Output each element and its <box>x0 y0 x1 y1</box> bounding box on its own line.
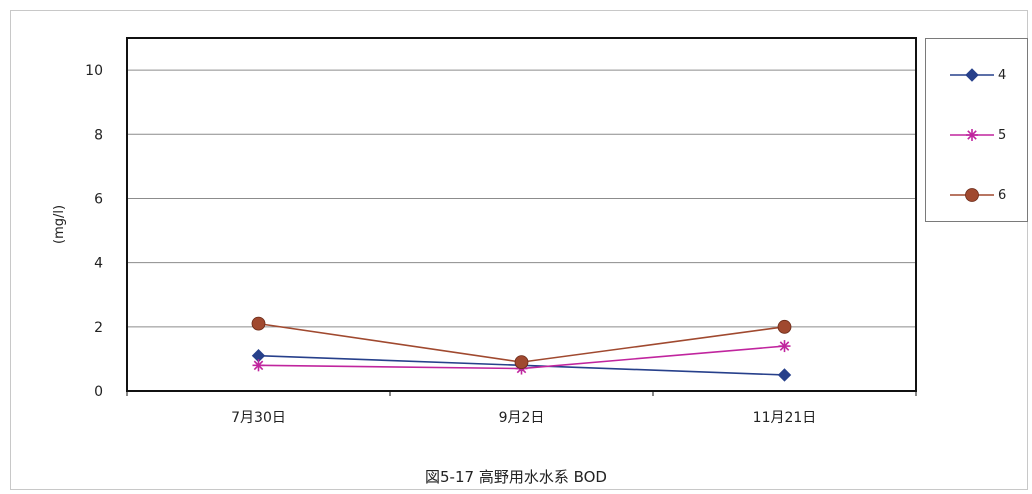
legend: 4 5 6 <box>925 38 1028 222</box>
legend-marker <box>965 188 979 202</box>
y-tick-label: 4 <box>94 256 103 272</box>
legend-marker <box>965 68 979 82</box>
y-axis-label: (mg/l) <box>52 204 67 244</box>
x-tick-label: 9月2日 <box>499 410 545 426</box>
data-point-series-5 <box>252 359 265 372</box>
legend-label: 6 <box>998 187 1007 203</box>
y-tick-label: 2 <box>94 320 103 336</box>
data-point-series-4 <box>777 368 792 382</box>
y-tick-label: 10 <box>85 63 103 79</box>
legend-marker <box>966 129 978 141</box>
data-point-series-5 <box>778 340 791 353</box>
legend-item-5: 5 <box>926 123 1027 147</box>
legend-item-4: 4 <box>926 63 1027 87</box>
chart-frame <box>10 10 1028 490</box>
chart-title: 図5-17 高野用水水系 BOD <box>425 468 607 486</box>
legend-swatch <box>950 188 994 202</box>
x-tick-label: 7月30日 <box>231 410 286 426</box>
legend-label: 5 <box>998 127 1007 143</box>
x-tick-label: 11月21日 <box>753 410 817 426</box>
plot-area <box>126 37 917 392</box>
y-tick-label: 0 <box>94 384 103 400</box>
data-point-series-6 <box>251 316 266 331</box>
y-tick-label: 8 <box>94 127 103 143</box>
data-point-series-6 <box>514 355 529 370</box>
y-tick-label: 6 <box>94 191 103 207</box>
data-point-series-6 <box>777 319 792 334</box>
legend-swatch <box>950 68 994 82</box>
legend-item-6: 6 <box>926 183 1027 207</box>
legend-swatch <box>950 129 994 141</box>
legend-label: 4 <box>998 67 1007 83</box>
